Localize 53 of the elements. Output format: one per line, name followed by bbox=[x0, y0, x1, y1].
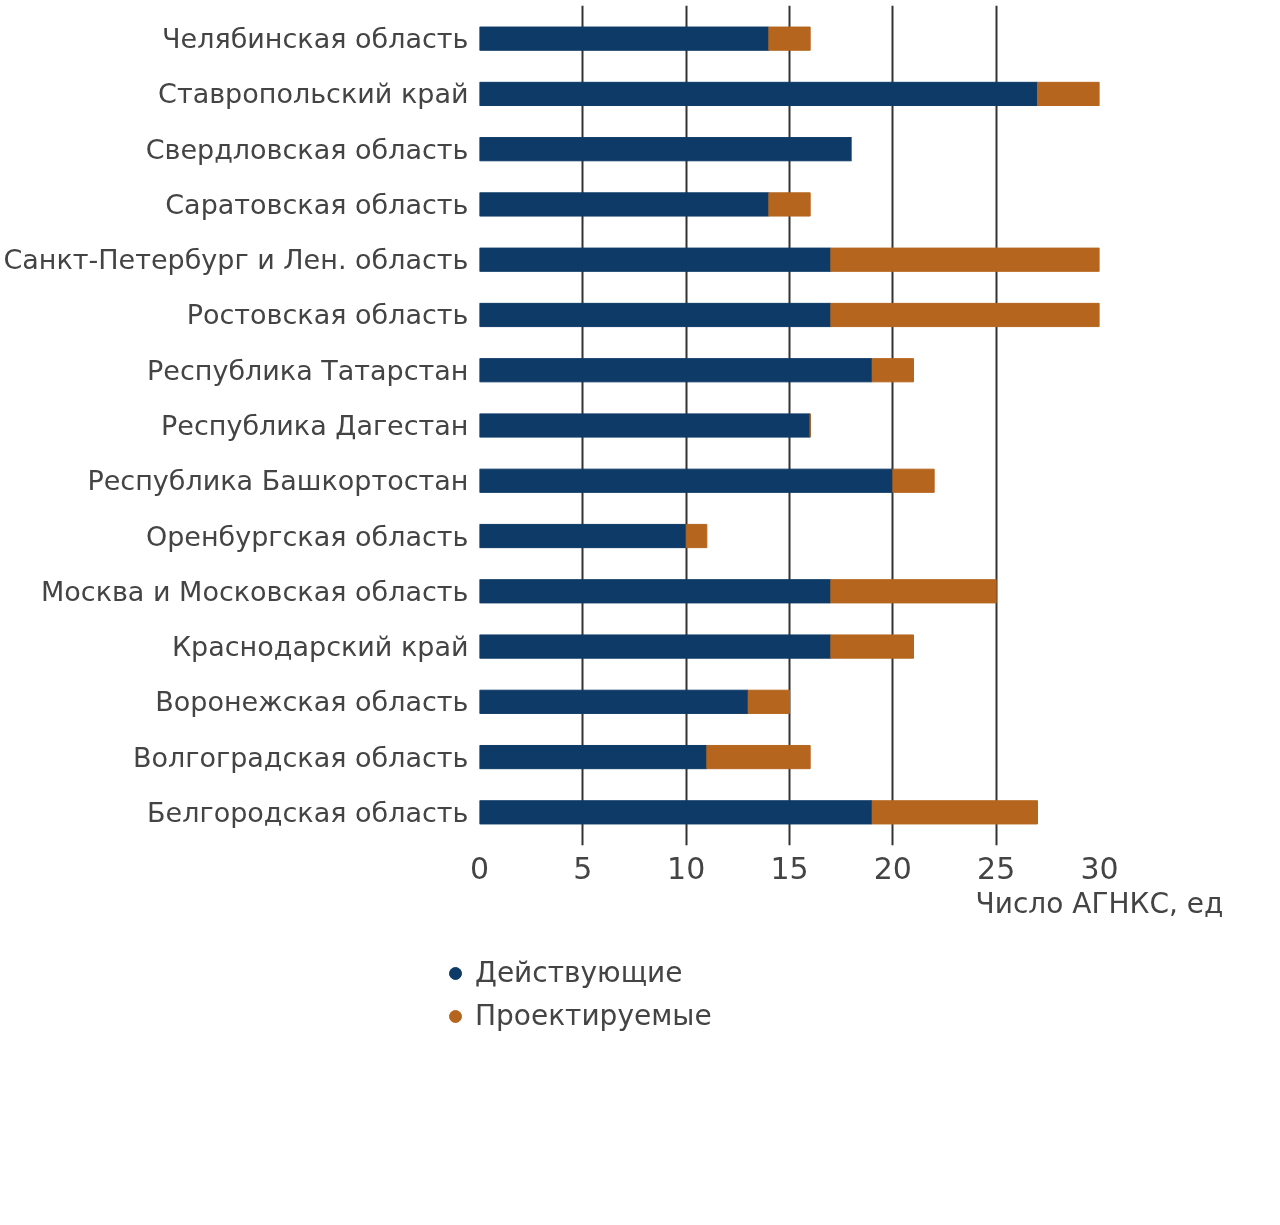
bar bbox=[479, 800, 873, 825]
x-tick-label: 20 bbox=[873, 850, 912, 886]
y-tick-label: Ростовская область bbox=[186, 299, 469, 331]
bar bbox=[830, 247, 1100, 272]
x-tick-label: 15 bbox=[770, 850, 809, 886]
bar bbox=[479, 689, 749, 714]
x-tick-label: 30 bbox=[1080, 850, 1119, 886]
bar bbox=[768, 192, 811, 217]
bar bbox=[479, 302, 832, 328]
bar bbox=[479, 468, 894, 493]
y-tick-label: Ставропольский край bbox=[158, 78, 469, 110]
y-tick-label: Воронежская область bbox=[155, 686, 469, 718]
y-tick-label: Свердловская область bbox=[145, 133, 469, 165]
x-tick-label: 10 bbox=[667, 850, 706, 886]
y-tick-label: Республика Дагестан bbox=[161, 410, 469, 441]
bar bbox=[479, 579, 832, 604]
y-tick-label: Республика Башкортостан bbox=[87, 465, 469, 497]
x-tick-label: 25 bbox=[977, 850, 1016, 886]
bar bbox=[479, 413, 811, 438]
bar bbox=[830, 579, 997, 604]
bar bbox=[830, 302, 1100, 328]
bar bbox=[479, 247, 832, 272]
y-tick-label: Челябинская область bbox=[162, 23, 469, 55]
bar bbox=[479, 634, 832, 659]
x-tick-label: 5 bbox=[573, 850, 593, 886]
y-tick-label: Белгородская область bbox=[147, 796, 469, 828]
bar bbox=[479, 81, 1038, 107]
y-tick-label: Москва и Московская область bbox=[40, 575, 469, 607]
bar bbox=[479, 192, 770, 217]
legend-label: Действующие bbox=[475, 956, 683, 989]
y-tick-label: Республика Татарстан bbox=[147, 354, 469, 386]
bar bbox=[479, 744, 708, 770]
y-tick-label: Оренбургская область bbox=[145, 520, 469, 552]
legend-label: Проектируемые bbox=[475, 999, 712, 1032]
bar bbox=[479, 358, 873, 383]
bar bbox=[1037, 81, 1100, 107]
bar bbox=[479, 137, 852, 162]
bar bbox=[871, 800, 1038, 825]
bar bbox=[871, 358, 914, 383]
bar bbox=[479, 26, 770, 51]
bar bbox=[479, 523, 687, 549]
y-tick-label: Волгоградская область bbox=[132, 741, 469, 773]
y-tick-label: Краснодарский край bbox=[171, 631, 469, 663]
x-tick-label: 0 bbox=[469, 850, 490, 886]
bar bbox=[830, 634, 914, 659]
bar bbox=[892, 468, 935, 493]
bar bbox=[685, 523, 708, 549]
y-tick-label: Саратовская область bbox=[165, 188, 469, 220]
bar bbox=[768, 26, 811, 51]
y-tick-label: Санкт-Петербург и Лен. область bbox=[3, 244, 469, 276]
bar bbox=[706, 744, 811, 770]
bar bbox=[747, 689, 790, 714]
x-axis-title: Число АГНКС, ед bbox=[975, 886, 1224, 920]
